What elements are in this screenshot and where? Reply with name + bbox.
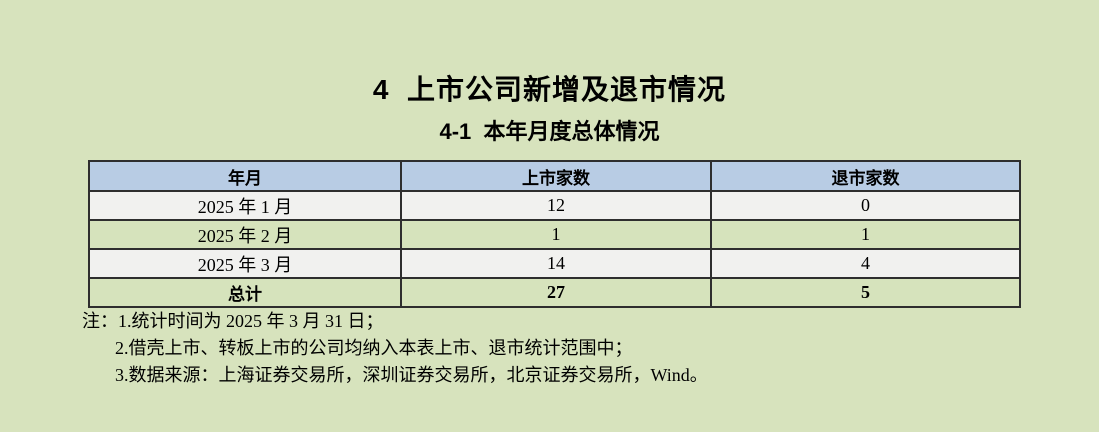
cell-listed: 1 — [400, 219, 712, 250]
cell-month: 2025 年 3 月 — [88, 248, 402, 279]
cell-month: 2025 年 2 月 — [88, 219, 402, 250]
monthly-summary-table-container: 年月 上市家数 退市家数 2025 年 1 月 12 0 2025 年 2 月 … — [88, 160, 1021, 308]
header-delisted-count: 退市家数 — [710, 160, 1021, 192]
cell-total-delisted: 5 — [710, 277, 1021, 308]
cell-delisted: 4 — [710, 248, 1021, 279]
table-row: 2025 年 1 月 12 0 — [88, 190, 1021, 221]
footnote-text: 3.数据来源：上海证券交易所，深圳证券交易所，北京证券交易所，Wind。 — [115, 365, 708, 385]
section-title: 4 上市公司新增及退市情况 — [372, 74, 727, 105]
table-header-row: 年月 上市家数 退市家数 — [88, 160, 1021, 192]
footnote-line-2: 2.借壳上市、转板上市的公司均纳入本表上市、退市统计范围中； — [82, 335, 708, 362]
cell-total-label: 总计 — [88, 277, 402, 308]
cell-listed: 12 — [400, 190, 712, 221]
table-subtitle: 4-1 本年月度总体情况 — [439, 119, 660, 144]
table-total-row: 总计 27 5 — [88, 277, 1021, 308]
footnote-line-1: 注：1.统计时间为 2025 年 3 月 31 日； — [82, 308, 708, 335]
footnote-label: 注： — [82, 311, 118, 331]
cell-total-listed: 27 — [400, 277, 712, 308]
footnotes: 注：1.统计时间为 2025 年 3 月 31 日； 2.借壳上市、转板上市的公… — [82, 308, 708, 389]
header-year-month: 年月 — [88, 160, 402, 192]
table-row: 2025 年 3 月 14 4 — [88, 248, 1021, 279]
cell-delisted: 1 — [710, 219, 1021, 250]
cell-delisted: 0 — [710, 190, 1021, 221]
footnote-text: 2.借壳上市、转板上市的公司均纳入本表上市、退市统计范围中； — [115, 338, 633, 358]
table-row: 2025 年 2 月 1 1 — [88, 219, 1021, 250]
cell-listed: 14 — [400, 248, 712, 279]
cell-month: 2025 年 1 月 — [88, 190, 402, 221]
monthly-summary-table: 年月 上市家数 退市家数 2025 年 1 月 12 0 2025 年 2 月 … — [88, 160, 1021, 308]
footnote-line-3: 3.数据来源：上海证券交易所，深圳证券交易所，北京证券交易所，Wind。 — [82, 362, 708, 389]
footnote-text: 1.统计时间为 2025 年 3 月 31 日； — [118, 311, 384, 331]
header-listed-count: 上市家数 — [400, 160, 712, 192]
